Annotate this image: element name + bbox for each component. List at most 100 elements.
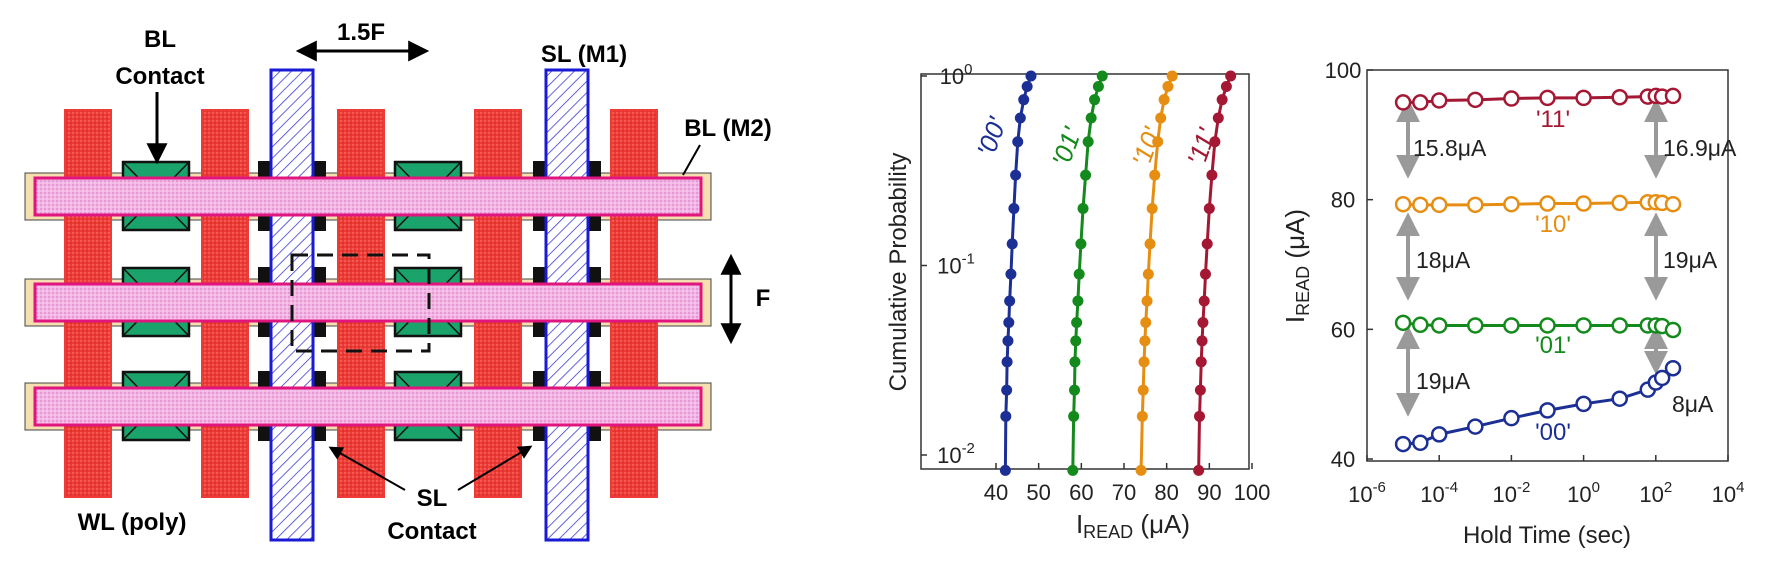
retention-series-label: '10': [1535, 211, 1571, 238]
retention-y-tick-label: 60: [1331, 317, 1355, 342]
bl-m2-leader: [682, 144, 701, 176]
cdf-point: [1001, 356, 1013, 368]
sl-contact-label-1: SL: [417, 485, 448, 512]
cdf-point: [1085, 112, 1097, 124]
cdf-point: [1025, 70, 1037, 82]
cdf-point: [1018, 94, 1030, 106]
pitch-label: 1.5F: [337, 19, 385, 46]
cdf-point: [999, 464, 1011, 476]
retention-point: [1467, 317, 1484, 334]
cdf-series-line: [1197, 75, 1233, 471]
cdf-y-tick-label: 10-2: [937, 440, 975, 468]
cdf-point: [1010, 169, 1022, 181]
retention-annotation: 8μA: [1672, 391, 1714, 417]
cdf-point: [1075, 238, 1087, 250]
f-label: F: [756, 285, 771, 312]
cdf-point: [1138, 356, 1150, 368]
retention-series: [1394, 87, 1682, 453]
retention-point: [1611, 88, 1628, 106]
retention-point: [1575, 317, 1592, 334]
sl-contact-arrow-left: [328, 446, 406, 491]
cdf-point: [1198, 295, 1210, 307]
cdf-point: [1003, 317, 1015, 329]
retention-point: [1664, 195, 1682, 213]
retention-point: [1664, 321, 1682, 339]
retention-annotations: 15.8μA 16.9μA 18μA 19μA 19μA 8μA: [1413, 135, 1737, 417]
retention-point: [1575, 195, 1592, 212]
retention-x-ticks: 10-6 10-4 10-2 100 102 104: [1348, 455, 1744, 507]
cdf-point: [1067, 464, 1079, 476]
cdf-x-tick-label: 70: [1112, 480, 1136, 505]
cdf-point: [1000, 410, 1012, 422]
retention-point: [1412, 196, 1429, 214]
cdf-point: [1152, 136, 1164, 148]
retention-point: [1539, 402, 1556, 419]
cdf-point: [1136, 410, 1148, 422]
cdf-x-axis-label: IREAD (μA): [1076, 509, 1190, 542]
retention-point: [1430, 92, 1448, 109]
cdf-x-tick-label: 90: [1197, 480, 1221, 505]
cdf-x-tick-label: 80: [1154, 480, 1178, 505]
retention-point: [1664, 359, 1682, 377]
retention-point: [1467, 418, 1484, 435]
retention-x-tick-label: 104: [1712, 479, 1745, 507]
cdf-point: [1004, 295, 1016, 307]
retention-point: [1503, 317, 1520, 334]
retention-point: [1394, 435, 1412, 453]
cdf-point: [1005, 268, 1017, 280]
cdf-point: [1001, 384, 1013, 396]
cdf-point: [1137, 384, 1149, 396]
retention-y-tick-label: 100: [1325, 58, 1362, 83]
cdf-point: [1212, 112, 1224, 124]
cdf-point: [1082, 136, 1094, 148]
cdf-point: [1209, 136, 1221, 148]
cdf-point: [1140, 317, 1152, 329]
cdf-point: [1092, 81, 1104, 93]
cdf-point: [1162, 81, 1174, 93]
cdf-point: [1069, 356, 1081, 368]
cdf-point: [1141, 295, 1153, 307]
retention-point: [1412, 94, 1429, 111]
cdf-point: [1012, 136, 1024, 148]
cdf-series-line: [1071, 75, 1104, 471]
retention-point: [1394, 314, 1412, 332]
sl-contact-label-2: Contact: [387, 518, 476, 545]
cdf-point: [1002, 335, 1014, 347]
wl-poly-label: WL (poly): [78, 509, 187, 536]
cdf-point: [1006, 238, 1018, 250]
cdf-x-tick-label: 40: [984, 480, 1008, 505]
retention-point: [1664, 87, 1682, 105]
cdf-point: [1135, 464, 1147, 476]
cdf-x-ticks: 40 50 60 70 80 90 100: [984, 463, 1271, 505]
cdf-point: [1021, 81, 1033, 93]
cdf-point: [1068, 410, 1080, 422]
cdf-point: [1194, 384, 1206, 396]
cdf-point: [1220, 81, 1232, 93]
retention-series-label: '00': [1535, 419, 1571, 446]
retention-point: [1412, 434, 1429, 452]
cdf-point: [1089, 94, 1101, 106]
cdf-point: [1144, 238, 1156, 250]
retention-point: [1394, 94, 1412, 111]
cdf-point: [1014, 112, 1026, 124]
cdf-point: [1158, 94, 1170, 106]
cdf-series-line: [1003, 75, 1033, 471]
cdf-point: [1139, 335, 1151, 347]
retention-point: [1611, 317, 1628, 334]
retention-point: [1575, 89, 1592, 107]
cdf-point: [1077, 202, 1089, 214]
cdf-point: [1199, 268, 1211, 280]
retention-x-tick-label: 10-6: [1348, 479, 1386, 507]
bl-m2-lines: [33, 176, 703, 427]
cdf-point: [1196, 335, 1208, 347]
retention-point: [1503, 195, 1520, 213]
cdf-y-tick-label: 100: [940, 61, 973, 89]
retention-y-tick-label: 80: [1331, 188, 1355, 213]
retention-point: [1503, 409, 1520, 427]
retention-x-tick-label: 102: [1639, 479, 1672, 507]
cdf-point: [1070, 335, 1082, 347]
cdf-point: [1149, 169, 1161, 181]
cdf-series: [999, 70, 1237, 476]
cdf-x-tick-label: 100: [1234, 480, 1271, 505]
